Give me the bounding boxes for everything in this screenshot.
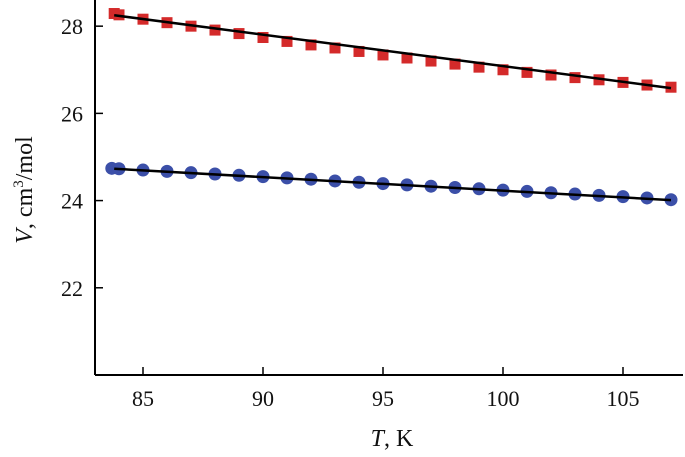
data-point-series-1 [401, 52, 413, 64]
data-point-series-1 [569, 72, 581, 84]
data-point-series-1 [281, 35, 293, 47]
fit-line-1 [114, 14, 672, 90]
data-point-series-1 [425, 55, 437, 67]
tick-labels: 85 90 95 100 105 22 24 26 28 [61, 14, 640, 411]
fit-lines [114, 14, 672, 202]
data-point-series-1 [305, 39, 317, 51]
data-point-series-1 [449, 58, 461, 70]
fit-line-2 [114, 167, 672, 202]
data-point-series-1 [209, 24, 221, 36]
x-axis-label: T, K [371, 426, 414, 452]
data-point-series-1 [521, 66, 533, 78]
data-point-series-1 [257, 32, 269, 43]
y-tick-label: 24 [61, 189, 83, 214]
data-point-series-1 [497, 64, 509, 76]
data-point-series-1 [377, 49, 389, 61]
data-point-series-1 [545, 69, 557, 81]
y-tick-label: 22 [61, 276, 83, 301]
data-point-series-1 [329, 42, 341, 54]
data-marks [105, 8, 678, 207]
x-tick-label: 95 [372, 386, 394, 411]
y-axis-label: V, cm3/mol [11, 136, 38, 244]
x-tick-label: 90 [252, 386, 274, 411]
axes [94, 0, 683, 376]
x-tick-label: 105 [607, 386, 640, 411]
data-point-series-1 [233, 28, 245, 40]
data-point-series-1 [473, 61, 485, 73]
x-tick-label: 85 [132, 386, 154, 411]
y-tick-label: 26 [61, 101, 83, 126]
y-tick-label: 28 [61, 14, 83, 39]
x-tick-label: 100 [487, 386, 520, 411]
data-point-series-1 [353, 45, 365, 57]
